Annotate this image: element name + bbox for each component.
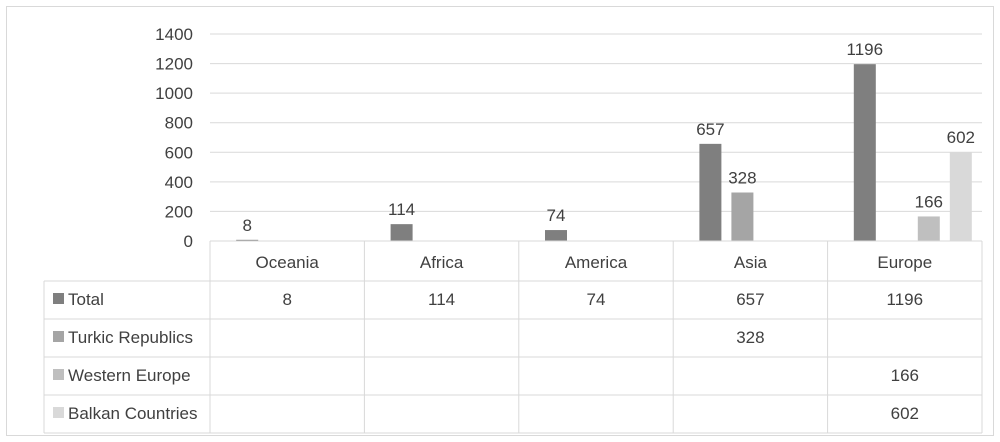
bar bbox=[853, 64, 876, 241]
y-tick-label: 1000 bbox=[155, 84, 193, 103]
y-tick-label: 0 bbox=[184, 232, 193, 251]
bars bbox=[236, 64, 972, 241]
bar bbox=[390, 224, 413, 241]
chart-frame bbox=[6, 6, 994, 436]
bar bbox=[236, 239, 259, 241]
table-cell: 1196 bbox=[887, 290, 924, 309]
y-tick-label: 600 bbox=[165, 143, 193, 162]
data-label: 114 bbox=[388, 200, 415, 219]
table-cell: 166 bbox=[891, 366, 919, 385]
y-tick-label: 800 bbox=[165, 114, 193, 133]
legend-entry: Turkic Republics bbox=[68, 328, 193, 347]
data-label: 602 bbox=[947, 128, 975, 147]
table-cell: 602 bbox=[891, 404, 919, 423]
x-tick-label: Oceania bbox=[256, 253, 320, 272]
data-table: Oceania Africa America Asia Europe Total 8 114 7… bbox=[43, 240, 983, 434]
y-tick-label: 1400 bbox=[155, 25, 193, 44]
data-label: 328 bbox=[728, 169, 756, 188]
data-label: 1196 bbox=[847, 40, 884, 59]
x-tick-label: Europe bbox=[877, 253, 932, 272]
x-tick-label: America bbox=[565, 253, 628, 272]
legend-entry: Balkan Countries bbox=[68, 404, 197, 423]
legend-entry: Western Europe bbox=[68, 366, 191, 385]
data-label: 74 bbox=[547, 206, 566, 225]
y-tick-label: 1200 bbox=[155, 55, 193, 74]
data-label: 657 bbox=[696, 120, 724, 139]
table-cell: 114 bbox=[428, 290, 455, 309]
gridlines bbox=[210, 33, 982, 212]
y-tick-label: 200 bbox=[165, 202, 193, 221]
table-cell: 8 bbox=[282, 290, 291, 309]
table-cell: 74 bbox=[587, 290, 606, 309]
bar bbox=[731, 192, 754, 241]
y-axis: 0 200 400 600 800 1000 1200 1400 bbox=[155, 25, 193, 251]
legend-swatch bbox=[53, 293, 64, 304]
bar bbox=[545, 230, 567, 241]
legend-swatch bbox=[53, 407, 64, 418]
table-cell: 328 bbox=[736, 328, 764, 347]
legend-swatch bbox=[53, 331, 64, 342]
x-tick-label: Africa bbox=[420, 253, 464, 272]
legend-swatch bbox=[53, 369, 64, 380]
table-cell: 657 bbox=[736, 290, 764, 309]
data-labels: 8 114 74 657 1196 328 166 602 bbox=[242, 40, 975, 235]
data-label: 8 bbox=[242, 216, 251, 235]
bar bbox=[917, 216, 940, 241]
bar bbox=[699, 143, 722, 241]
legend-entry: Total bbox=[68, 290, 104, 309]
data-label: 166 bbox=[915, 192, 943, 211]
y-tick-label: 400 bbox=[165, 173, 193, 192]
bar bbox=[949, 151, 972, 241]
x-tick-label: Asia bbox=[734, 253, 768, 272]
